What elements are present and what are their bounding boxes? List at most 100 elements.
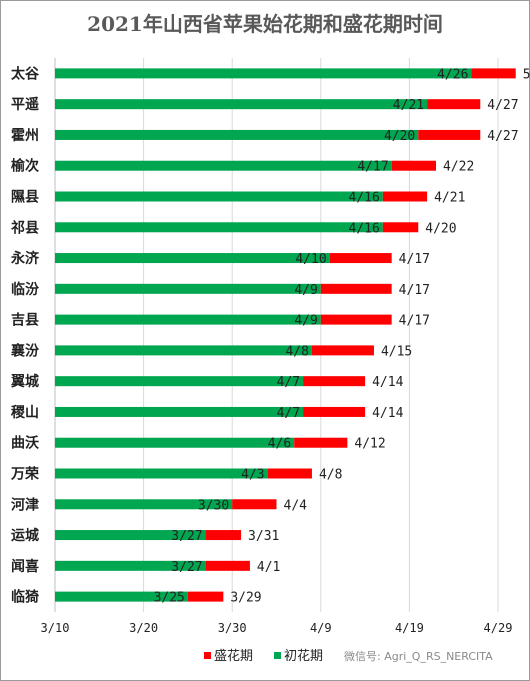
data-label-chuhua: 4/8 <box>285 344 308 359</box>
bar-chuhua <box>55 191 383 202</box>
bar-shenghua <box>205 530 242 541</box>
data-label-chuhua: 4/10 <box>295 252 326 267</box>
legend-label-chuhua: 初花期 <box>284 648 323 664</box>
data-label-shenghua: 4/22 <box>443 160 474 175</box>
bar-shenghua <box>187 591 224 602</box>
category-label: 河津 <box>11 496 39 513</box>
legend-swatch-shenghua <box>204 652 211 659</box>
bar-shenghua <box>382 191 428 202</box>
bar-shenghua <box>294 437 348 448</box>
bar-chuhua <box>55 345 312 356</box>
category-label: 闻喜 <box>11 558 39 575</box>
bar-chuhua <box>55 99 428 110</box>
category-label: 霍州 <box>11 127 39 144</box>
data-label-chuhua: 3/25 <box>154 591 185 606</box>
bar-chuhua <box>55 376 304 387</box>
bar-shenghua <box>471 68 516 79</box>
data-label-shenghua: 4/27 <box>487 129 518 144</box>
bar-chuhua <box>55 530 206 541</box>
category-label: 隰县 <box>11 190 39 206</box>
data-label-shenghua: 4/20 <box>425 221 456 236</box>
x-tick-labels: 3/10 3/20 3/30 4/9 4/19 4/29 <box>41 621 513 635</box>
bar-shenghua <box>391 160 436 171</box>
data-label-shenghua: 4/12 <box>354 437 385 452</box>
chart-title: 2021年山西省苹果始花期和盛花期时间 <box>87 12 443 36</box>
data-label-chuhua: 3/27 <box>171 560 202 575</box>
x-tick-label: 4/9 <box>310 621 332 635</box>
bar-shenghua <box>303 406 366 417</box>
bar-chuhua <box>55 314 321 325</box>
data-label-shenghua: 4/27 <box>487 98 518 113</box>
bar-chuhua <box>55 468 268 479</box>
x-tick-label: 4/29 <box>484 621 513 635</box>
bar-shenghua <box>311 345 374 356</box>
bar-shenghua <box>329 253 392 264</box>
data-label-chuhua: 4/9 <box>294 283 317 298</box>
category-label: 榆次 <box>11 158 39 175</box>
category-label: 太谷 <box>11 65 40 82</box>
bar-chuhua <box>55 437 295 448</box>
bar-shenghua <box>320 314 392 325</box>
gridlines <box>54 58 499 612</box>
data-label-chuhua: 4/16 <box>349 191 380 206</box>
data-label-shenghua: 4/17 <box>399 314 430 329</box>
legend-label-shenghua: 盛花期 <box>214 648 253 664</box>
data-label-shenghua: 4/15 <box>381 344 412 359</box>
category-label: 万荣 <box>10 466 40 483</box>
x-tick-label: 3/30 <box>218 621 247 635</box>
x-tick-label: 3/10 <box>41 621 70 635</box>
bar-chuhua <box>55 406 304 417</box>
data-label-chuhua: 4/7 <box>277 375 300 390</box>
x-tick-label: 3/20 <box>129 621 158 635</box>
bar-shenghua <box>303 376 366 387</box>
watermark-text: 微信号: Agri_Q_RS_NERCITA <box>344 649 493 663</box>
category-label: 曲沃 <box>11 435 39 452</box>
bar-shenghua <box>267 468 312 479</box>
data-label-chuhua: 4/26 <box>437 67 468 82</box>
category-label: 襄汾 <box>10 342 39 359</box>
bar-shenghua <box>232 499 277 510</box>
bar-chuhua <box>55 253 330 264</box>
bar-chuhua <box>55 591 188 602</box>
category-label: 永济 <box>10 250 40 267</box>
category-label: 平遥 <box>11 96 39 113</box>
category-label: 临猗 <box>11 589 39 606</box>
data-label-chuhua: 4/3 <box>241 468 264 483</box>
legend: 盛花期 初花期 <box>204 648 323 664</box>
bar-chuhua <box>55 499 233 510</box>
data-label-chuhua: 4/16 <box>349 221 380 236</box>
bar-shenghua <box>382 222 419 233</box>
data-label-shenghua: 3/31 <box>248 529 279 544</box>
category-label: 稷山 <box>11 405 39 421</box>
data-label-shenghua: 4/8 <box>319 468 342 483</box>
data-label-shenghua: 3/29 <box>230 591 261 606</box>
data-label-shenghua: 4/17 <box>399 283 430 298</box>
data-label-chuhua: 4/6 <box>268 437 291 452</box>
data-label-shenghua: 4/4 <box>284 498 308 513</box>
data-label-shenghua: 4/1 <box>257 560 280 575</box>
data-label-shenghua: 4/17 <box>399 252 430 267</box>
bar-shenghua <box>418 129 481 140</box>
data-label-chuhua: 4/20 <box>384 129 415 144</box>
data-label-shenghua: 4/14 <box>372 375 403 390</box>
legend-swatch-chuhua <box>274 652 281 659</box>
category-label: 吉县 <box>11 312 39 329</box>
data-label-chuhua: 4/7 <box>277 406 300 421</box>
data-label-chuhua: 4/17 <box>357 160 388 175</box>
x-tick-label: 4/19 <box>395 621 424 635</box>
data-label-shenghua: 4/21 <box>434 191 465 206</box>
category-label: 翼城 <box>10 373 39 390</box>
bar-shenghua <box>205 560 250 571</box>
data-labels: 4/26 5/1 4/21 4/27 4/20 4/27 4/17 4/22 4/16 4/21 4… <box>154 67 530 605</box>
data-label-chuhua: 3/27 <box>171 529 202 544</box>
category-label: 运城 <box>11 527 39 544</box>
data-label-chuhua: 4/9 <box>294 314 317 329</box>
data-label-shenghua: 5/1 <box>523 67 530 82</box>
category-label: 临汾 <box>11 281 39 298</box>
bar-chuhua <box>55 129 419 140</box>
bar-shenghua <box>320 283 392 294</box>
bar-chuhua <box>55 283 321 294</box>
data-label-chuhua: 4/21 <box>393 98 424 113</box>
